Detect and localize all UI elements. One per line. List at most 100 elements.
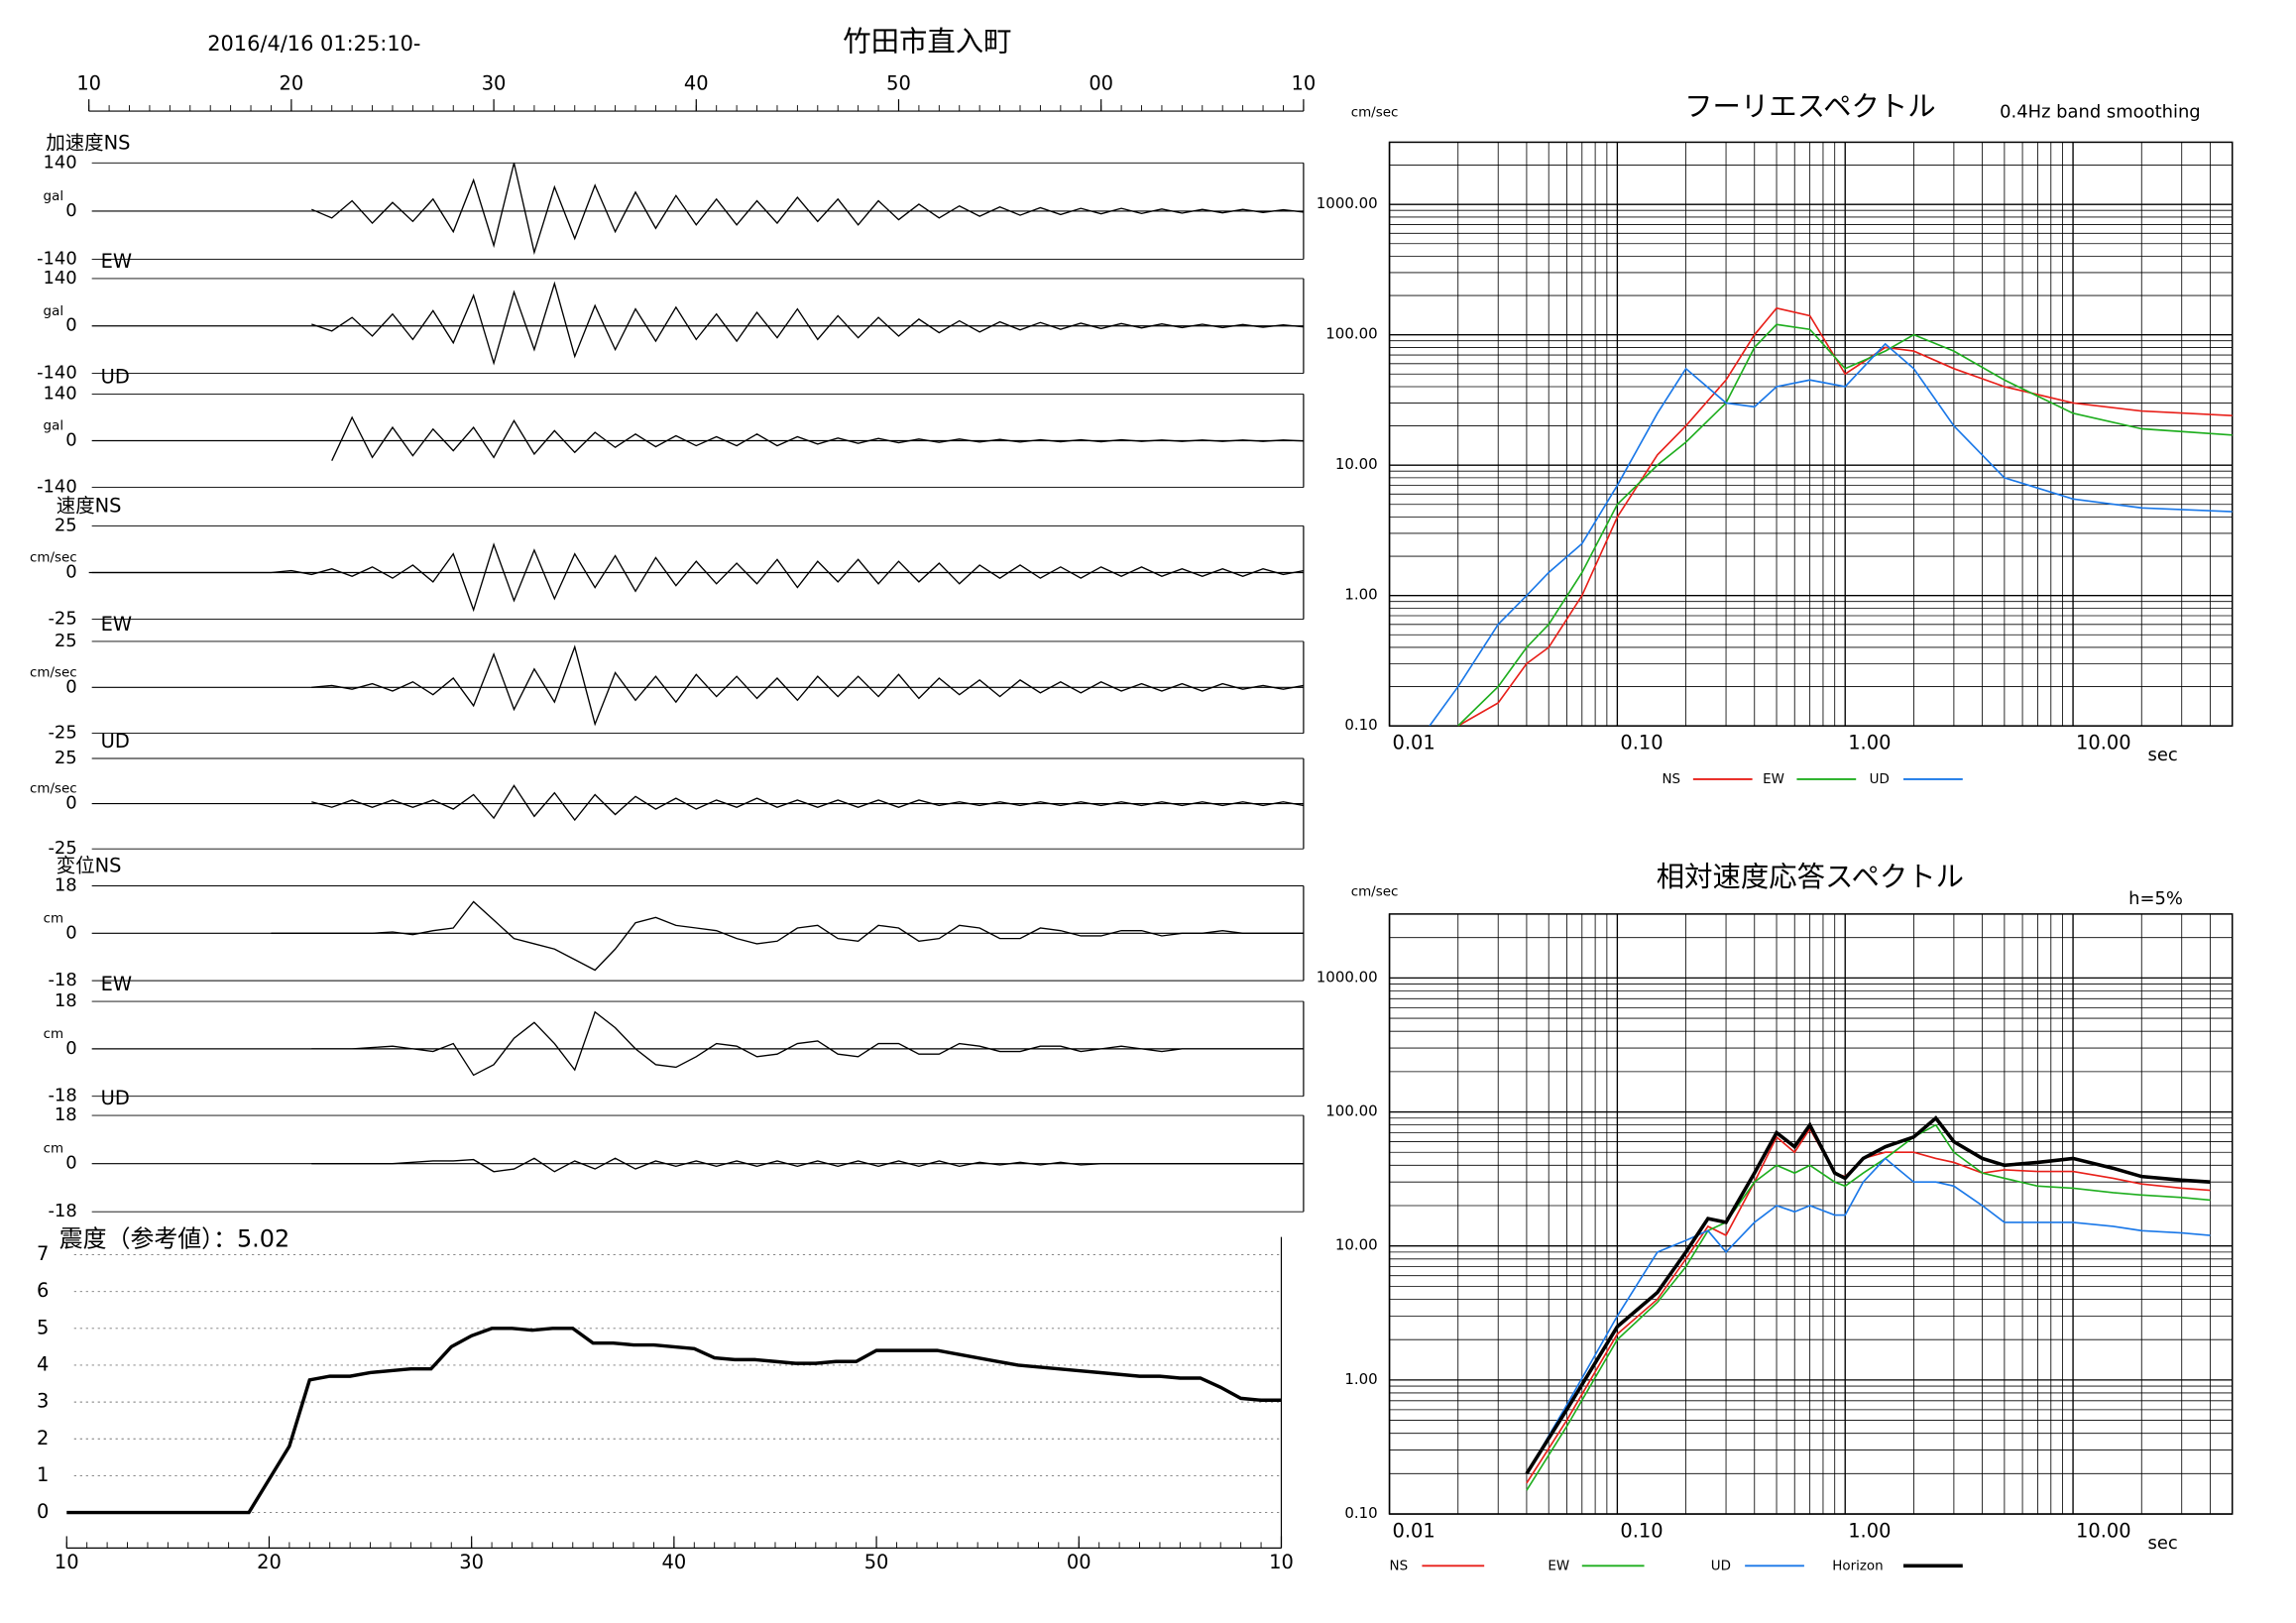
y-tick-label: 100.00 bbox=[1325, 325, 1377, 343]
y-tick-label: 1000.00 bbox=[1317, 194, 1378, 212]
chart-title: フーリエスペクトル bbox=[1684, 90, 1935, 123]
unit-label: gal bbox=[44, 189, 63, 204]
y-tick-label: 0 bbox=[65, 315, 76, 336]
y-tick-label: -25 bbox=[48, 609, 76, 630]
spectrum-line bbox=[1457, 306, 2233, 727]
y-tick-label: 0 bbox=[65, 793, 76, 814]
y-tick-label: 100.00 bbox=[1325, 1102, 1377, 1120]
x-tick-label: 50 bbox=[886, 72, 911, 95]
y-tick-label: 0 bbox=[65, 561, 76, 582]
y-tick-label: 1 bbox=[37, 1463, 49, 1486]
y-tick-label: 2 bbox=[37, 1427, 49, 1449]
x-tick-label: 0.01 bbox=[1393, 732, 1435, 754]
y-tick-label: 0 bbox=[65, 1153, 76, 1174]
waveform bbox=[311, 1010, 1304, 1077]
y-tick-label: 25 bbox=[55, 515, 77, 535]
x-tick-label: 50 bbox=[864, 1551, 889, 1573]
spectrum-line bbox=[1526, 1123, 2211, 1491]
x-tick-label: 10 bbox=[76, 72, 101, 95]
spectrum-line bbox=[1429, 342, 2233, 727]
y-tick-label: -140 bbox=[37, 248, 77, 269]
series-name: NS bbox=[104, 131, 131, 154]
series-name: EW bbox=[101, 613, 132, 636]
y-tick-label: 0 bbox=[65, 1038, 76, 1059]
unit-label: cm/sec bbox=[30, 551, 77, 566]
y-tick-label: -18 bbox=[48, 970, 76, 990]
x-tick-label: 30 bbox=[459, 1551, 484, 1573]
panel-title: 変位 bbox=[57, 855, 95, 877]
waveform bbox=[88, 542, 1305, 613]
y-tick-label: 140 bbox=[44, 268, 77, 289]
waveform bbox=[311, 644, 1305, 727]
unit-label: gal bbox=[44, 419, 63, 434]
y-tick-label: 25 bbox=[55, 631, 77, 651]
x-tick-label: 10 bbox=[1292, 72, 1317, 95]
waveform bbox=[271, 900, 1304, 972]
y-tick-label: 140 bbox=[44, 383, 77, 404]
x-tick-label: 10.00 bbox=[2076, 1519, 2131, 1542]
x-tick-label: 0.10 bbox=[1620, 732, 1663, 754]
legend-label: EW bbox=[1763, 772, 1784, 787]
y-unit: cm/sec bbox=[1351, 884, 1399, 899]
unit-label: cm/sec bbox=[30, 665, 77, 680]
panel-title: 速度 bbox=[57, 495, 95, 518]
intensity-line bbox=[66, 1327, 1282, 1515]
y-tick-label: 1.00 bbox=[1344, 1370, 1377, 1388]
y-tick-label: -140 bbox=[37, 477, 77, 498]
y-tick-label: 18 bbox=[55, 1104, 77, 1125]
y-tick-label: 0.10 bbox=[1344, 716, 1377, 734]
waveform bbox=[311, 163, 1304, 256]
y-tick-label: 4 bbox=[37, 1352, 49, 1375]
legend-label: EW bbox=[1548, 1559, 1569, 1573]
intensity-title: 震度（参考値）：5.02 bbox=[59, 1225, 289, 1253]
x-tick-label: 00 bbox=[1067, 1551, 1091, 1573]
x-tick-label: 10 bbox=[55, 1551, 79, 1573]
y-tick-label: 1.00 bbox=[1344, 586, 1377, 604]
x-tick-label: 1.00 bbox=[1848, 1519, 1891, 1542]
y-tick-label: 6 bbox=[37, 1279, 49, 1302]
x-axis-label: sec bbox=[2148, 745, 2178, 765]
series-name: NS bbox=[95, 855, 122, 877]
y-tick-label: 1000.00 bbox=[1317, 968, 1378, 985]
legend-label: UD bbox=[1870, 772, 1890, 787]
y-unit: cm/sec bbox=[1351, 106, 1399, 121]
y-tick-label: 0 bbox=[65, 200, 76, 221]
y-tick-label: 0 bbox=[65, 430, 76, 451]
unit-label: cm bbox=[44, 1027, 63, 1042]
panel-title: 加速度 bbox=[46, 131, 103, 154]
spectrum-line bbox=[1526, 1157, 2211, 1474]
waveform bbox=[311, 281, 1304, 366]
series-name: UD bbox=[101, 1087, 130, 1109]
spectrum-line bbox=[1457, 323, 2233, 727]
legend-label: UD bbox=[1711, 1559, 1731, 1573]
x-tick-label: 40 bbox=[662, 1551, 687, 1573]
y-tick-label: 7 bbox=[37, 1242, 49, 1265]
legend-label: Horizon bbox=[1832, 1559, 1883, 1573]
annotation: h=5% bbox=[2128, 888, 2183, 909]
plot-frame bbox=[1388, 141, 2234, 727]
spectrum-line bbox=[1525, 1115, 2211, 1475]
y-tick-label: -25 bbox=[48, 723, 76, 744]
series-name: EW bbox=[101, 250, 132, 273]
station: 竹田市直入町 bbox=[843, 25, 1011, 58]
waveform bbox=[311, 1157, 1304, 1173]
x-tick-label: 10 bbox=[1269, 1551, 1294, 1573]
waveform bbox=[331, 415, 1304, 461]
x-tick-label: 0.10 bbox=[1620, 1519, 1663, 1542]
series-name: EW bbox=[101, 973, 132, 995]
y-tick-label: 0 bbox=[65, 922, 76, 943]
x-tick-label: 40 bbox=[684, 72, 709, 95]
y-tick-label: -18 bbox=[48, 1086, 76, 1106]
x-tick-label: 30 bbox=[482, 72, 507, 95]
waveform bbox=[311, 784, 1305, 822]
datetime: 2016/4/16 01:25:10- bbox=[207, 32, 420, 56]
legend-label: NS bbox=[1662, 772, 1680, 787]
x-tick-label: 00 bbox=[1089, 72, 1113, 95]
series-name: UD bbox=[101, 730, 130, 753]
unit-label: cm/sec bbox=[30, 782, 77, 797]
legend-label: NS bbox=[1390, 1559, 1409, 1573]
y-tick-label: 0 bbox=[65, 676, 76, 697]
y-tick-label: 25 bbox=[55, 748, 77, 768]
unit-label: gal bbox=[44, 304, 63, 319]
